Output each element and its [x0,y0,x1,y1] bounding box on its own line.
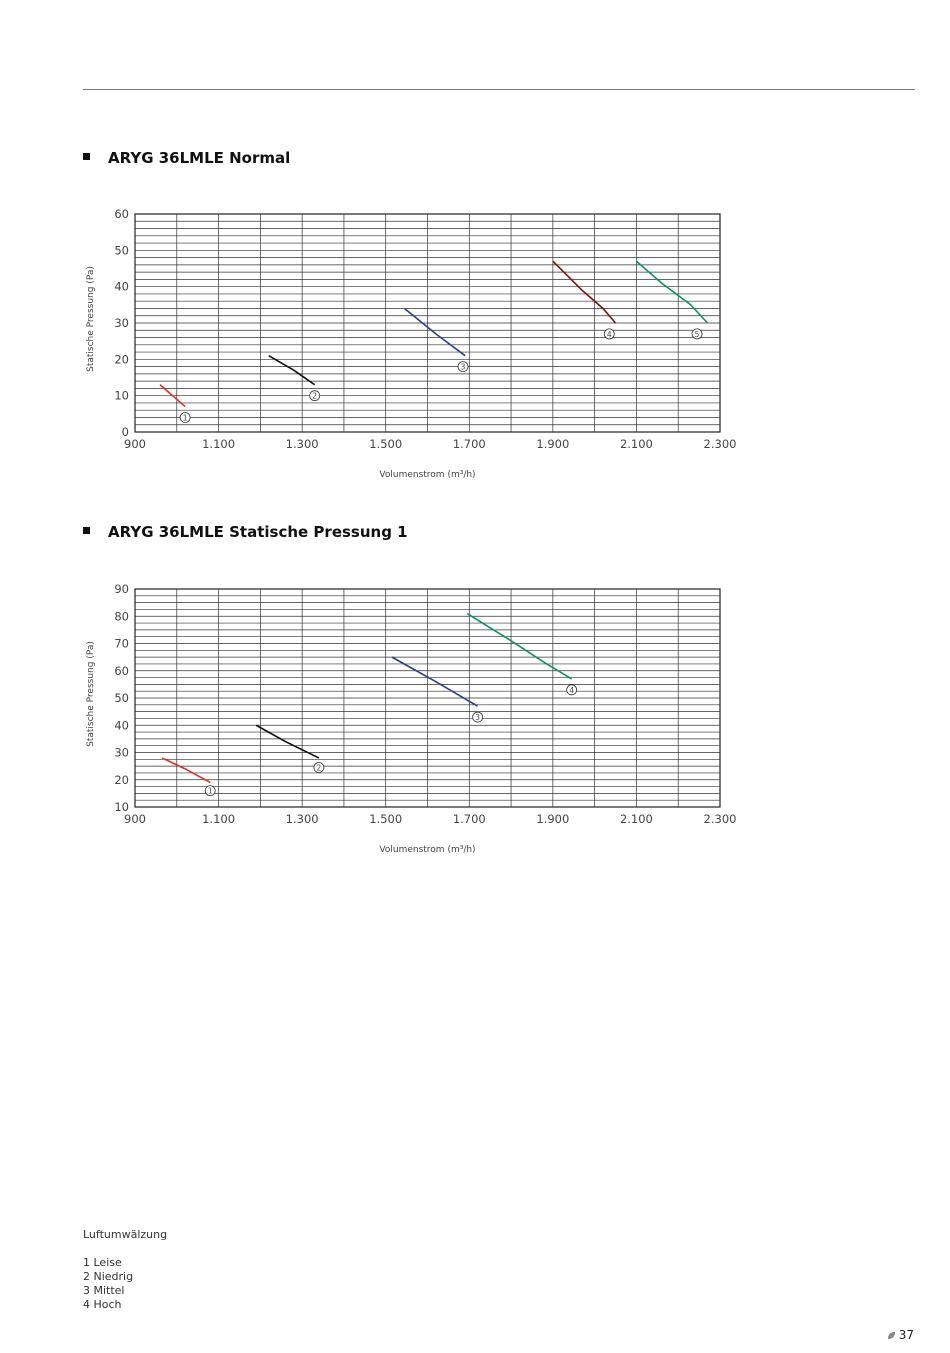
series-marker-label-3: 3 [475,713,480,722]
legend-title: Luftumwälzung [83,1228,168,1241]
series-line-3 [404,307,466,357]
x-tick-label: 2.100 [620,437,653,451]
legend-item-2: 2 Niedrig [83,1270,134,1283]
series-marker-circle-4 [566,684,578,696]
x-tick-label: 1.500 [369,437,402,451]
series-marker-label-1: 1 [208,787,213,796]
series-line-4 [552,260,617,324]
legend: Luftumwälzung 1 Leise 2 Niedrig 3 Mittel… [83,1228,167,1312]
y-tick-label: 0 [122,425,129,439]
y-axis-label: Statische Pressung (Pa) [86,266,96,372]
series-marker-circle-1 [179,412,191,423]
x-tick-label: 900 [124,437,146,451]
chart-normal: 0 10 20 30 40 50 60 900 1.100 1.300 1.500 1.700 1.90… [86,207,737,480]
page-number: 37 [887,1328,914,1342]
legend-item-3: 3 Mittel [83,1284,125,1297]
series-marker-label-4: 4 [569,686,574,695]
bullet-square-icon [83,527,90,534]
x-tick-label: 1.700 [453,812,486,826]
chart-heading-normal: ARYG 36LMLE Normal [83,149,290,167]
series-marker-label-1: 1 [183,413,188,422]
x-axis-label: Volumenstrom (m³/h) [379,470,475,480]
series-marker-label-3: 3 [461,363,466,372]
series-marker-circle-3 [472,711,484,723]
legend-item-1: 1 Leise [83,1256,122,1269]
series-line-3 [391,656,479,707]
y-tick-label: 50 [114,243,129,257]
series-marker-circle-1 [204,785,216,797]
y-tick-label: 10 [114,800,129,814]
leaf-icon [887,1331,895,1340]
x-tick-label: 2.100 [620,812,653,826]
x-tick-label: 1.100 [202,437,235,451]
y-tick-label: 90 [114,582,129,596]
y-tick-label: 40 [114,718,129,732]
x-tick-label: 2.300 [704,812,737,826]
chart-heading-text: ARYG 36LMLE Statische Pressung 1 [108,523,408,541]
y-tick-label: 70 [114,637,129,651]
series-marker-circle-3 [457,361,469,373]
x-tick-label: 1.900 [536,812,569,826]
series-marker-label-5: 5 [695,330,700,339]
chart-heading-text: ARYG 36LMLE Normal [108,149,291,167]
series-marker-circle-2 [313,762,325,773]
y-tick-label: 20 [114,352,129,366]
series-marker-circle-2 [309,390,321,402]
legend-item-4: 4 Hoch [83,1298,122,1311]
y-tick-label: 20 [114,773,129,787]
bullet-square-icon [83,153,90,160]
x-tick-label: 2.300 [704,437,737,451]
chart-statische-pressung-1: 10 20 30 40 50 60 70 80 90 900 1.100 1.300 1.500 1.70… [86,582,737,855]
y-tick-label: 10 [114,389,129,403]
x-tick-label: 1.300 [286,437,319,451]
series-line-2 [255,724,320,759]
series-marker-label-2: 2 [312,392,317,401]
series-line-4 [466,612,573,680]
series-line-1 [159,384,186,408]
x-tick-label: 1.500 [369,812,402,826]
series-marker-label-4: 4 [607,330,612,339]
series-marker-label-2: 2 [316,763,321,772]
y-tick-label: 30 [114,746,129,760]
series-line-5 [635,260,709,324]
series-line-1 [161,757,211,784]
x-tick-label: 1.300 [286,812,319,826]
y-axis-label: Statische Pressung (Pa) [86,641,96,747]
top-rule [83,89,915,90]
x-tick-label: 1.700 [453,437,486,451]
y-tick-label: 40 [114,280,129,294]
y-tick-label: 60 [114,664,129,678]
chart-heading-pressung-1: ARYG 36LMLE Statische Pressung 1 [83,523,408,541]
y-tick-label: 50 [114,691,129,705]
page-number-text: 37 [898,1328,914,1342]
series-line-2 [268,355,316,386]
x-tick-label: 900 [124,812,146,826]
y-tick-label: 30 [114,316,129,330]
x-tick-label: 1.100 [202,812,235,826]
x-tick-label: 1.900 [536,437,569,451]
series-marker-circle-4 [603,328,615,340]
y-tick-label: 60 [114,207,129,221]
series-marker-circle-5 [691,328,703,340]
y-tick-label: 80 [114,609,129,623]
x-axis-label: Volumenstrom (m³/h) [379,845,475,855]
